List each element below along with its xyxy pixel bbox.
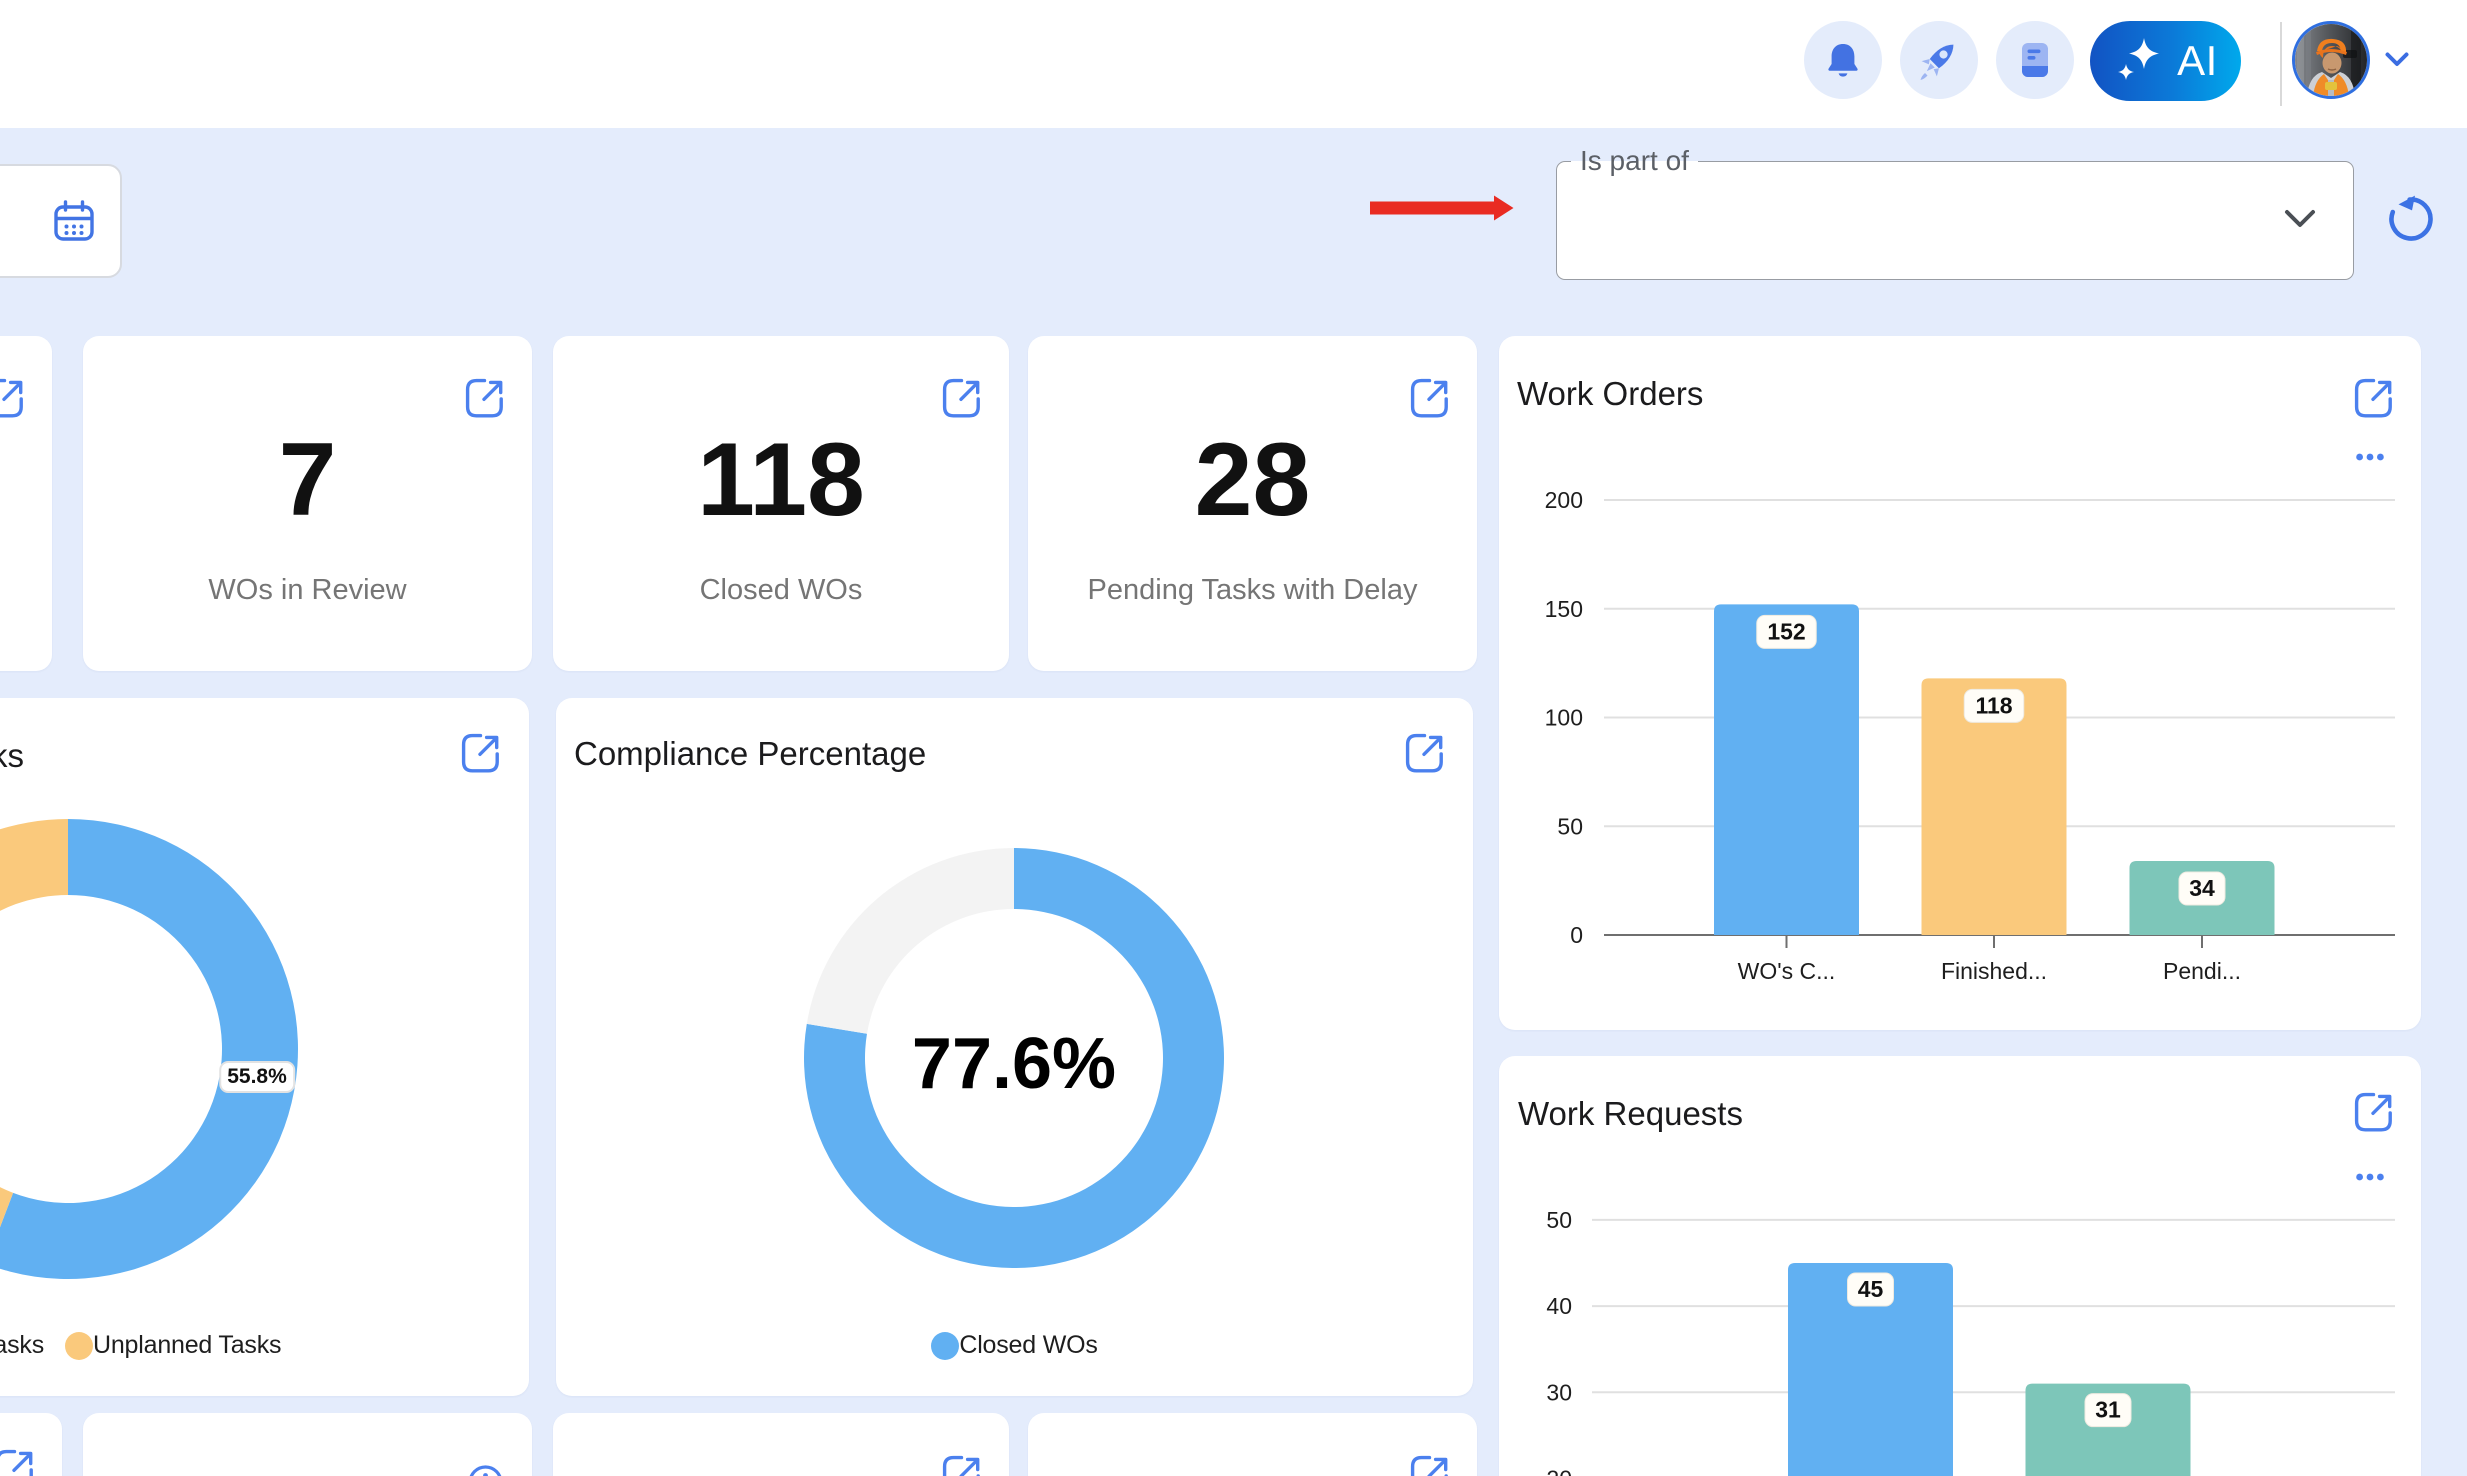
svg-text:45: 45 <box>1858 1276 1884 1302</box>
kpi-value: 118 <box>697 422 865 538</box>
work-requests-bar-chart: 20 30 40 50 45 31 <box>1546 1207 2395 1476</box>
kpi-label: Pending Tasks with Delay <box>1087 574 1418 606</box>
legend-item-unplanned-tasks[interactable]: Unplanned Tasks <box>65 1331 282 1360</box>
bottom-card-3[interactable] <box>1028 1413 1477 1476</box>
svg-text:50: 50 <box>1557 813 1583 839</box>
svg-text:0: 0 <box>1570 922 1583 948</box>
svg-text:100: 100 <box>1545 705 1583 731</box>
compliance-percentage-value: 77.6% <box>911 1024 1117 1104</box>
open-in-new-icon[interactable] <box>0 1449 36 1476</box>
work-orders-bar-chart: 0 50 100 150 200 WO's C... 152 Finished... 118 Pe… <box>1545 487 2395 984</box>
ai-assistant-button[interactable]: AI <box>2090 21 2241 101</box>
svg-text:Pendi...: Pendi... <box>2163 958 2241 984</box>
svg-text:WO's C...: WO's C... <box>1738 958 1836 984</box>
open-in-new-icon[interactable] <box>465 378 506 419</box>
user-avatar[interactable] <box>2292 21 2370 99</box>
svg-text:152: 152 <box>1767 618 1805 644</box>
donut-data-label: 55.8% <box>219 1061 295 1093</box>
legend-label: Planned Tasks <box>0 1331 44 1359</box>
kpi-card-pending-tasks: 28 Pending Tasks with Delay <box>1028 336 1477 671</box>
sparkles-icon <box>2118 38 2160 80</box>
tasks-donut-chart <box>0 819 298 1279</box>
svg-text:200: 200 <box>1545 487 1583 513</box>
work-requests-title: Work Requests <box>1518 1095 1743 1132</box>
legend-item-closed-wos[interactable]: Closed WOs <box>556 1331 1473 1360</box>
work-requests-card <box>1499 1056 2421 1476</box>
open-in-new-icon[interactable] <box>0 378 26 419</box>
svg-text:50: 50 <box>1546 1207 1572 1233</box>
kpi-card-closed-wos: 118 Closed WOs <box>553 336 1009 671</box>
open-in-new-icon[interactable] <box>942 1455 983 1476</box>
ai-button-label: AI <box>2177 37 2218 84</box>
account-menu-chevron-icon[interactable] <box>2385 52 2409 68</box>
svg-text:34: 34 <box>2189 875 2215 901</box>
compliance-donut-chart <box>804 848 1224 1268</box>
open-in-new-icon[interactable] <box>1405 733 1446 774</box>
launcher-button[interactable] <box>1900 21 1978 99</box>
bottom-card-1[interactable] <box>83 1413 532 1476</box>
legend-dot <box>65 1331 93 1360</box>
legend-label: Unplanned Tasks <box>93 1331 282 1359</box>
more-options-icon[interactable] <box>2356 1172 2384 1182</box>
top-bar: AI <box>0 0 2467 128</box>
compliance-card-title: Compliance Percentage <box>574 735 927 772</box>
open-in-new-icon[interactable] <box>461 733 502 774</box>
is-part-of-select[interactable]: Is part of <box>1556 145 2354 280</box>
date-filter-button[interactable] <box>0 164 122 278</box>
svg-text:31: 31 <box>2095 1397 2121 1423</box>
svg-text:40: 40 <box>1546 1293 1572 1319</box>
is-part-of-label: Is part of <box>1580 145 1689 176</box>
info-icon[interactable] <box>465 1462 506 1476</box>
calendar-icon <box>54 200 94 241</box>
worker-photo <box>2295 24 2367 96</box>
select-chevron-icon[interactable] <box>2284 209 2316 229</box>
bottom-card-cut[interactable] <box>0 1413 62 1476</box>
svg-text:Finished...: Finished... <box>1941 958 2047 984</box>
kpi-card-wos-in-review: 7 WOs in Review <box>83 336 532 671</box>
kpi-label: Closed WOs <box>699 574 863 606</box>
legend-label: Closed WOs <box>959 1331 1098 1359</box>
work-orders-title: Work Orders <box>1517 375 1704 412</box>
reset-filters-button[interactable] <box>2383 190 2439 246</box>
bottom-card-2[interactable] <box>553 1413 1009 1476</box>
legend-dot <box>931 1331 960 1360</box>
kpi-card-cut[interactable] <box>0 336 52 671</box>
kpi-value: 7 <box>278 422 337 538</box>
legend-item-planned-tasks[interactable]: Planned Tasks <box>0 1331 44 1360</box>
kpi-value: 28 <box>1194 422 1311 538</box>
open-in-new-icon[interactable] <box>1410 378 1451 419</box>
notifications-button[interactable] <box>1804 21 1882 99</box>
notebook-icon <box>2022 43 2048 77</box>
red-annotation-arrow <box>1370 195 1514 221</box>
svg-text:150: 150 <box>1545 596 1583 622</box>
kpi-label: WOs in Review <box>208 574 407 606</box>
open-in-new-icon[interactable] <box>1410 1455 1451 1476</box>
rocket-icon <box>1920 44 1954 80</box>
topbar-divider <box>2280 22 2282 106</box>
documentation-button[interactable] <box>1996 21 2074 99</box>
tasks-card-title: Planned vs Unplanned Tasks <box>0 737 24 774</box>
svg-text:118: 118 <box>1975 692 2012 718</box>
bell-icon <box>1828 44 1858 77</box>
open-in-new-icon[interactable] <box>942 378 983 419</box>
svg-text:20: 20 <box>1546 1466 1572 1476</box>
more-options-icon[interactable] <box>2356 452 2384 462</box>
svg-text:30: 30 <box>1546 1379 1572 1405</box>
compliance-card <box>556 698 1473 1396</box>
